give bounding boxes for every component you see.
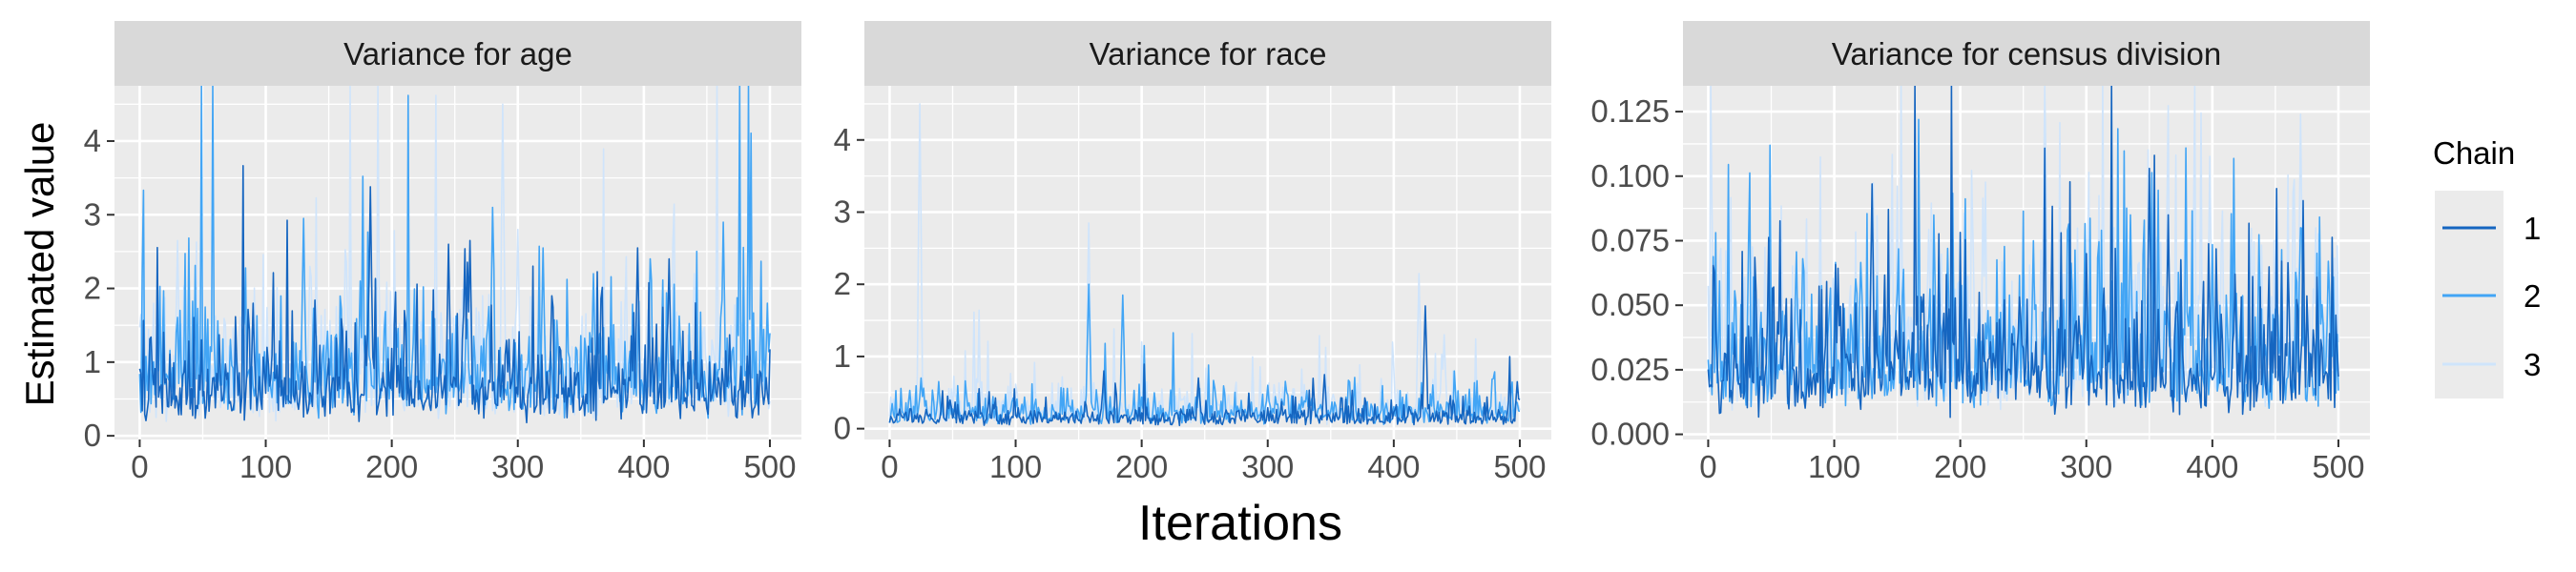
trace-line-chain-2: [1707, 118, 2339, 409]
x-tick-label: 500: [2312, 449, 2364, 484]
y-tick-label: 0: [84, 418, 101, 453]
y-tick-label: 2: [84, 271, 101, 306]
legend-title: Chain: [2433, 135, 2515, 171]
legend: Chain 1 2 3: [2433, 135, 2541, 398]
facet-panel-1: Variance for age 0 100 200 300 400 500 0 1 2 3 4: [84, 21, 801, 484]
trace-line-chain-1: [138, 165, 771, 424]
facet-strip-background: [114, 21, 801, 86]
facet-strip-title: Variance for age: [343, 36, 572, 72]
x-tick-label: 100: [239, 449, 292, 484]
legend-label-chain-1: 1: [2524, 211, 2541, 246]
y-tick-label: 3: [834, 194, 851, 230]
x-tick-label: 300: [2060, 449, 2112, 484]
y-tick-label: 0.075: [1590, 222, 1670, 257]
x-tick-label: 100: [1808, 449, 1860, 484]
x-axis-title: Iterations: [1138, 496, 1342, 551]
y-tick-label: 2: [834, 266, 851, 301]
trace-line-chain-1: [888, 305, 1521, 427]
x-tick-label: 200: [1934, 449, 1986, 484]
x-tick-label: 400: [617, 449, 670, 484]
y-tick-label: 0.125: [1590, 93, 1670, 129]
y-tick-label: 0: [834, 411, 851, 446]
facet-strip-background: [1683, 21, 2370, 86]
x-tick-label: 0: [1699, 449, 1716, 484]
y-tick-label: 0.000: [1590, 417, 1670, 452]
facet-panel-2: Variance for race 0 100 200 300 400 500 0 1 2 3 4: [834, 21, 1551, 484]
x-tick-label: 200: [1115, 449, 1168, 484]
y-tick-label: 4: [834, 122, 851, 157]
y-tick-label: 0.100: [1590, 158, 1670, 194]
facet-panel-3: Variance for census division 0 100 200 300 40…: [1590, 21, 2370, 484]
x-tick-label: 0: [131, 449, 148, 484]
y-tick-label: 0.050: [1590, 287, 1670, 322]
x-tick-label: 500: [1493, 449, 1546, 484]
x-tick-label: 500: [743, 449, 796, 484]
y-tick-label: 0.025: [1590, 352, 1670, 387]
y-tick-label: 3: [84, 196, 101, 232]
x-tick-label: 0: [881, 449, 898, 484]
y-tick-label: 4: [84, 123, 101, 158]
legend-label-chain-3: 3: [2524, 347, 2541, 382]
trace-line-chain-1: [1707, 86, 2339, 419]
y-tick-label: 1: [84, 344, 101, 379]
x-tick-label: 100: [989, 449, 1042, 484]
x-tick-label: 400: [1367, 449, 1420, 484]
x-tick-label: 400: [2186, 449, 2238, 484]
x-tick-label: 200: [365, 449, 418, 484]
x-tick-label: 300: [491, 449, 544, 484]
x-tick-label: 300: [1241, 449, 1294, 484]
y-tick-label: 1: [834, 338, 851, 374]
facet-strip-background: [864, 21, 1551, 86]
facet-strip-title: Variance for race: [1090, 36, 1327, 72]
y-axis-title: Estimated value: [17, 122, 62, 407]
facet-strip-title: Variance for census division: [1832, 36, 2221, 72]
legend-label-chain-2: 2: [2524, 278, 2541, 314]
